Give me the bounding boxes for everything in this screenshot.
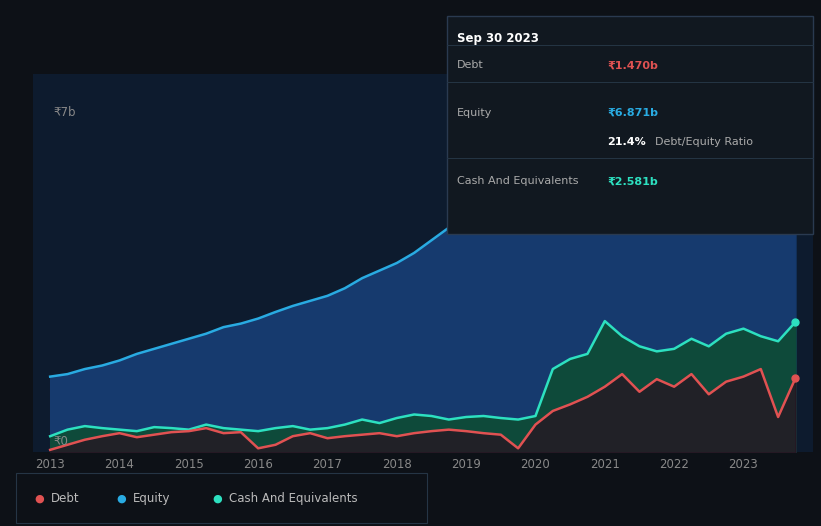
- Text: ●: ●: [117, 493, 126, 504]
- Text: Equity: Equity: [457, 108, 493, 118]
- Text: Cash And Equivalents: Cash And Equivalents: [457, 176, 579, 186]
- Text: ●: ●: [213, 493, 222, 504]
- Text: ₹6.871b: ₹6.871b: [608, 108, 658, 118]
- Text: Debt: Debt: [457, 60, 484, 70]
- Text: Debt/Equity Ratio: Debt/Equity Ratio: [655, 137, 753, 147]
- Text: ₹2.581b: ₹2.581b: [608, 176, 658, 186]
- Text: Sep 30 2023: Sep 30 2023: [457, 32, 539, 45]
- Text: 21.4%: 21.4%: [608, 137, 646, 147]
- Text: ₹7b: ₹7b: [53, 106, 76, 119]
- Text: Cash And Equivalents: Cash And Equivalents: [229, 492, 358, 505]
- Text: ●: ●: [34, 493, 44, 504]
- Text: Equity: Equity: [133, 492, 171, 505]
- Text: ₹0: ₹0: [53, 436, 68, 448]
- Text: Debt: Debt: [51, 492, 80, 505]
- Text: ₹1.470b: ₹1.470b: [608, 60, 658, 70]
